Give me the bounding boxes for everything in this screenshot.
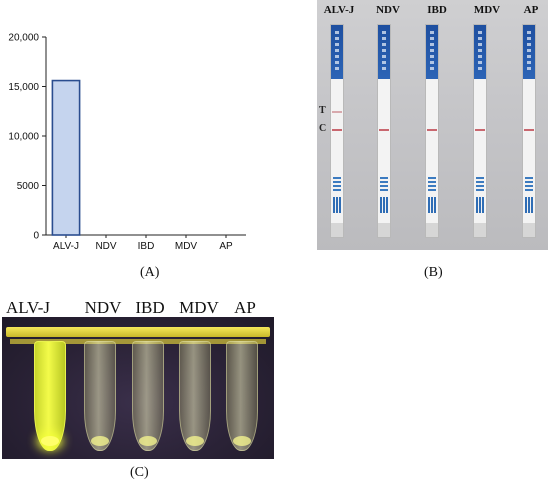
control-line — [332, 129, 342, 131]
fluorescence-tube-photo — [2, 317, 274, 459]
tube-label-mdv: MDV — [179, 298, 219, 317]
test-line — [332, 111, 342, 113]
tube-mdv — [179, 341, 211, 451]
tube-ap — [226, 341, 258, 451]
chart-tick-labels: 0 5000 10,000 15,000 20,000 ALV-J NDV IBD MDV AP — [8, 33, 233, 253]
bar-alvj — [51, 79, 81, 236]
caption-b: (B) — [424, 265, 443, 280]
tube-ndv — [84, 341, 116, 451]
test-strip-ap — [522, 24, 536, 238]
strip-label-ibd: IBD — [427, 4, 447, 16]
bar-chart: 0 5000 10,000 15,000 20,000 ALV-J NDV IBD MDV AP — [8, 33, 246, 253]
control-line — [475, 129, 485, 131]
x-tick-label: AP — [219, 241, 233, 252]
test-strip-mdv — [473, 24, 487, 238]
strip-label-ndv: NDV — [376, 4, 400, 16]
x-tick-label: NDV — [95, 241, 116, 252]
x-tick-label: ALV-J — [53, 241, 79, 252]
test-strip-ndv — [377, 24, 391, 238]
x-tick-label: IBD — [138, 241, 155, 252]
chart-bars — [51, 79, 81, 236]
tube-label-ibd: IBD — [135, 298, 165, 317]
control-line — [524, 129, 534, 131]
tube-label-ndv: NDV — [84, 298, 122, 317]
test-strip-photo: ALV-J NDV IBD MDV AP T C — [317, 0, 548, 250]
tube-ibd — [132, 341, 164, 451]
tube-label-ap: AP — [234, 298, 256, 317]
caption-a: (A) — [140, 265, 160, 280]
tube-label-alvj: ALV-J — [5, 298, 51, 317]
test-line-label: T — [319, 105, 326, 116]
strip-label-alvj: ALV-J — [323, 4, 355, 16]
y-tick-label: 10,000 — [8, 132, 39, 143]
test-strip-alvj — [330, 24, 344, 238]
test-strip-ibd — [425, 24, 439, 238]
strip-label-ap: AP — [523, 4, 539, 16]
x-tick-label: MDV — [175, 241, 198, 252]
y-tick-label: 15,000 — [8, 82, 39, 93]
control-line-label: C — [319, 123, 327, 134]
y-tick-label: 0 — [33, 231, 39, 242]
control-line — [427, 129, 437, 131]
tube-alvj — [34, 341, 66, 451]
y-tick-label: 5000 — [17, 181, 40, 192]
control-line — [379, 129, 389, 131]
strip-label-mdv: MDV — [473, 4, 501, 16]
y-tick-label: 20,000 — [8, 33, 39, 44]
caption-c: (C) — [130, 465, 149, 480]
